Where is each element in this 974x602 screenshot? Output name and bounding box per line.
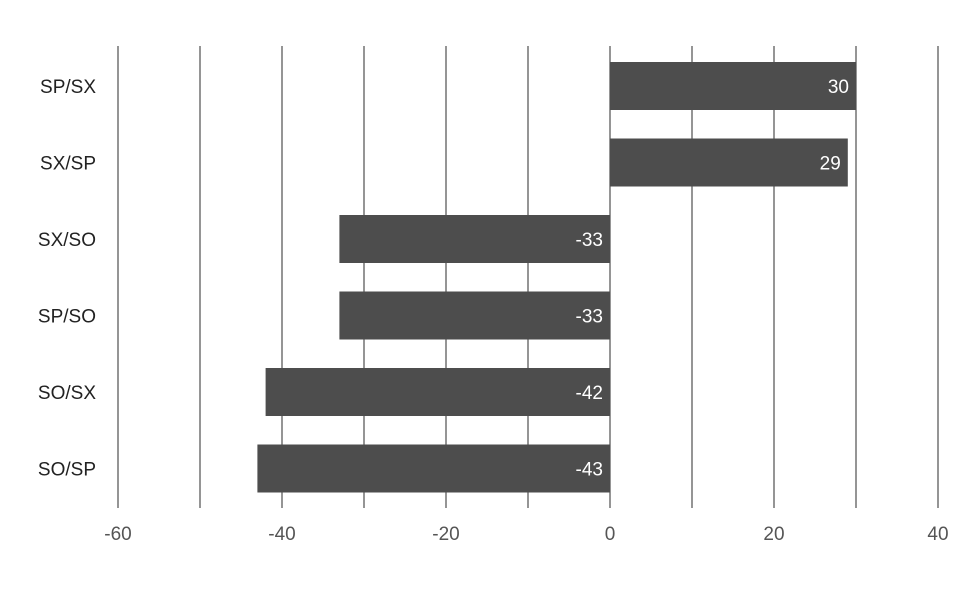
category-labels: SP/SX SX/SP SX/SO SP/SO SO/SX SO/SP <box>38 77 96 481</box>
bar-value-label: -33 <box>576 307 603 328</box>
x-tick-label: 20 <box>763 524 784 545</box>
bar-so-sp <box>257 444 610 493</box>
category-label: SP/SX <box>40 77 96 98</box>
bar-value-label: -33 <box>576 230 603 251</box>
x-tick-label: 40 <box>927 524 948 545</box>
category-label: SO/SP <box>38 460 96 481</box>
grid-layer <box>117 46 939 508</box>
labels-layer: 30 29 -33 -33 -42 -43 <box>576 77 849 481</box>
category-label: SX/SP <box>40 154 96 175</box>
category-label: SP/SO <box>38 307 96 328</box>
bar-sp-sx <box>610 62 856 110</box>
x-tick-label: -20 <box>432 524 459 545</box>
bars-layer <box>257 62 856 493</box>
bar-value-label: 29 <box>820 154 841 175</box>
category-label: SO/SX <box>38 383 96 404</box>
bar-sx-so <box>339 215 610 263</box>
bar-so-sx <box>265 368 610 416</box>
x-tick-label: -40 <box>268 524 295 545</box>
category-label: SX/SO <box>38 230 96 251</box>
x-tick-label: -60 <box>104 524 131 545</box>
bar-value-label: -43 <box>576 460 603 481</box>
bar-value-label: -42 <box>576 383 603 404</box>
x-axis-ticks: -60 -40 -20 0 20 40 <box>104 524 948 545</box>
bar-value-label: 30 <box>828 77 849 98</box>
bar-sp-so <box>339 291 610 340</box>
x-tick-label: 0 <box>605 524 616 545</box>
bar-sx-sp <box>610 138 848 187</box>
